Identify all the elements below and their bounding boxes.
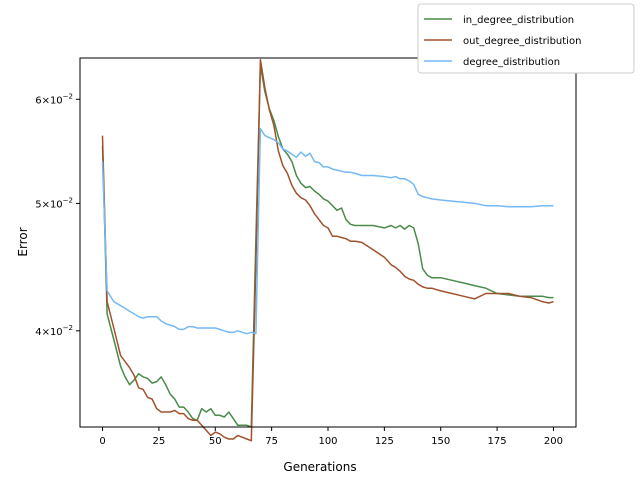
x-tick-label: 125 [375, 436, 394, 447]
series-line-degree-distribution [101, 127, 554, 335]
legend-label-degree-distribution: degree_distribution [463, 57, 560, 68]
legend-label-out-degree-distribution: out_degree_distribution [463, 36, 581, 47]
x-tick-label: 25 [153, 436, 166, 447]
y-tick-label: 4×10−2 [35, 324, 73, 338]
legend: in_degree_distribution out_degree_distrib… [417, 3, 635, 74]
x-axis: 0 25 50 75 100 125 150 175 200 [99, 427, 563, 447]
legend-frame [417, 3, 635, 74]
series-line-in-degree-distribution [101, 64, 554, 428]
y-tick-label: 6×10−2 [35, 92, 73, 106]
y-axis-label: Error [16, 227, 30, 256]
x-tick-label: 75 [265, 436, 278, 447]
x-tick-label: 50 [209, 436, 222, 447]
x-tick-label: 175 [488, 436, 507, 447]
y-axis: 4×10−2 5×10−2 6×10−2 [35, 92, 80, 338]
x-tick-label: 200 [544, 436, 563, 447]
x-axis-label: Generations [283, 460, 356, 474]
y-tick-label: 5×10−2 [35, 196, 73, 210]
series-line-out-degree-distribution [101, 59, 554, 442]
x-tick-label: 150 [431, 436, 450, 447]
x-tick-label: 100 [318, 436, 337, 447]
legend-label-in-degree-distribution: in_degree_distribution [463, 15, 574, 26]
series-layer [101, 59, 554, 442]
x-tick-label: 0 [99, 436, 105, 447]
